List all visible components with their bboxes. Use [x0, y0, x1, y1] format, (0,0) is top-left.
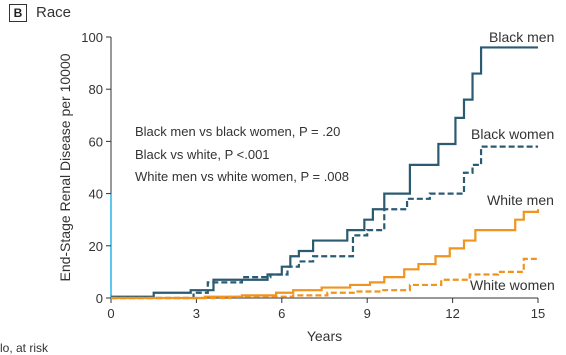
- y-tick-label: 60: [89, 134, 103, 149]
- stat-annotation: Black men vs black women, P = .20: [135, 124, 340, 139]
- series-line-white-men: [111, 209, 540, 300]
- y-axis-label: End-Stage Renal Disease per 10000: [57, 53, 73, 281]
- series-label-black-men: Black men: [489, 29, 554, 45]
- x-tick-label: 15: [531, 306, 545, 321]
- x-tick-label: 12: [445, 306, 459, 321]
- x-tick-label: 9: [364, 306, 371, 321]
- stat-annotation: White men vs white women, P = .008: [135, 169, 349, 184]
- y-tick-label: 100: [81, 30, 103, 45]
- y-tick-label: 40: [89, 187, 103, 202]
- labels-layer: Black men Black women White men White women…: [135, 29, 555, 293]
- x-tick-label: 0: [107, 306, 114, 321]
- series-label-white-women: White women: [470, 277, 555, 293]
- y-tick-label: 80: [89, 82, 103, 97]
- x-axis-label: Years: [307, 328, 342, 344]
- y-tick-label: 20: [89, 239, 103, 254]
- x-tick-label: 3: [193, 306, 200, 321]
- panel-badge: B: [9, 4, 27, 22]
- y-tick-label: 0: [96, 291, 103, 306]
- stat-annotation: Black vs white, P <.001: [135, 147, 270, 162]
- series-line-white-women: [111, 257, 538, 300]
- series-label-white-men: White men: [487, 192, 554, 208]
- series-line-black-women: [111, 145, 538, 300]
- series-layer: [111, 46, 540, 300]
- series-label-black-women: Black women: [471, 126, 554, 142]
- x-tick-label: 6: [278, 306, 285, 321]
- panel-title: Race: [36, 4, 72, 21]
- footer-note: lo, at risk: [0, 341, 49, 355]
